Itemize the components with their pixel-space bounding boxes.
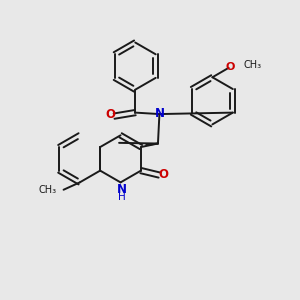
Text: O: O [158, 168, 168, 181]
Text: H: H [118, 191, 126, 202]
Text: O: O [105, 109, 115, 122]
Text: CH₃: CH₃ [243, 61, 262, 70]
Text: N: N [117, 183, 127, 196]
Text: CH₃: CH₃ [39, 185, 57, 195]
Text: N: N [155, 107, 165, 120]
Text: O: O [226, 62, 236, 72]
